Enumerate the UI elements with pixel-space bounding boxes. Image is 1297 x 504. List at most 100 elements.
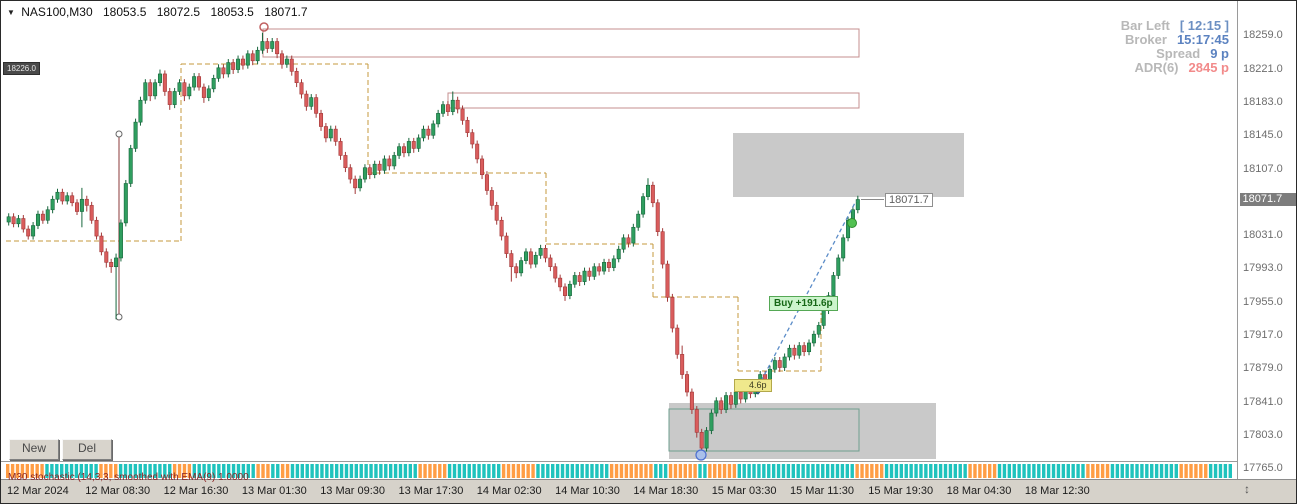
candle-body (567, 283, 572, 296)
stochastic-strip-bar (575, 464, 579, 478)
candle-body (704, 430, 709, 449)
stochastic-strip-bar (609, 464, 614, 478)
time-tick-label: 14 Mar 18:30 (633, 485, 699, 497)
stochastic-strip-bar (1223, 464, 1228, 478)
trade-progress-dot-marker[interactable] (847, 218, 857, 228)
stochastic-strip-bar (462, 464, 467, 478)
candle-body (236, 58, 241, 70)
line-handle[interactable] (115, 313, 123, 321)
stochastic-strip-bar (128, 464, 133, 478)
stochastic-strip-bar (1169, 464, 1174, 478)
object-price-badge[interactable]: 18226.0 (3, 62, 40, 75)
stochastic-strip-bar (796, 464, 800, 478)
stochastic-strip-bar (933, 464, 938, 478)
stochastic-strip-bar (501, 464, 506, 478)
stochastic-strip-bar (1061, 464, 1066, 478)
candle-body (50, 198, 55, 211)
stochastic-strip-bar (256, 464, 260, 478)
swing-low-circle-marker[interactable] (695, 449, 707, 461)
stochastic-strip-bar (1135, 464, 1139, 478)
candle-body (709, 412, 714, 431)
info-label: ADR(6) (1134, 60, 1179, 75)
candle-body (304, 93, 309, 107)
candle-body (279, 53, 284, 65)
stochastic-strip-bar (433, 464, 437, 478)
stochastic-strip-bar (978, 464, 982, 478)
time-tick-label: 15 Mar 03:30 (711, 485, 777, 497)
candle-body (128, 148, 133, 184)
stochastic-strip-bar (423, 464, 427, 478)
stochastic-strip-bar (943, 464, 948, 478)
candle-body (226, 62, 231, 75)
candle-body (55, 191, 60, 200)
symbol-label: NAS100,M30 (21, 5, 93, 19)
stochastic-strip-bar (109, 464, 113, 478)
stochastic-strip-bar (830, 464, 835, 478)
info-row: Broker 15:17:45 (1121, 33, 1229, 47)
candle-body (270, 41, 275, 49)
price-tick-label: 18183.0 (1243, 95, 1283, 108)
candle-body (602, 262, 607, 272)
time-axis[interactable]: 12 Mar 2024 12 Mar 08:30 12 Mar 16:30 13 Ma… (1, 479, 1296, 503)
stochastic-strip-bar (50, 464, 54, 478)
scale-toggle-icon[interactable]: ↕ (1244, 482, 1250, 496)
candle-body (94, 219, 99, 237)
del-button[interactable]: Del (62, 439, 112, 460)
stochastic-strip-bar (271, 464, 275, 478)
stochastic-strip-bar (236, 464, 241, 478)
gray-zone-box[interactable] (733, 133, 964, 197)
stochastic-strip-bar (1071, 464, 1075, 478)
stochastic-strip-bar (865, 464, 869, 478)
stochastic-strip-bar (1002, 464, 1007, 478)
candle-body (11, 216, 16, 225)
candle-body (240, 58, 245, 66)
candle-body (231, 62, 236, 70)
stochastic-strip-bar (35, 464, 39, 478)
stochastic-strip-bar (133, 464, 138, 478)
candle-body (294, 71, 299, 83)
stochastic-strip-bar (516, 464, 521, 478)
stochastic-strip-bar (182, 464, 187, 478)
entry-risk-label[interactable]: 4.6p (734, 379, 772, 392)
line-handle[interactable] (115, 130, 123, 138)
candle-body (416, 137, 421, 149)
candle-body (714, 400, 719, 414)
candle-body (206, 88, 211, 98)
stochastic-strip-bar (148, 464, 152, 478)
candle-body (84, 198, 89, 206)
time-tick-label: 13 Mar 09:30 (320, 485, 386, 497)
candle-body (816, 325, 821, 335)
stochastic-strip-bar (354, 464, 359, 478)
candle-body (397, 146, 402, 156)
candle-body (611, 258, 616, 268)
new-button[interactable]: New (9, 439, 59, 460)
price-axis[interactable]: 18071.7 18259.0 18221.0 18183.0 18145.0 1810… (1238, 1, 1296, 479)
stochastic-strip-bar (6, 464, 10, 478)
stochastic-strip-bar (879, 464, 884, 478)
stochastic-strip-bar (1096, 464, 1100, 478)
candle-body (772, 360, 777, 370)
stochastic-strip-bar (447, 464, 452, 478)
stochastic-strip-bar (835, 464, 840, 478)
supply-zone-box[interactable] (447, 92, 860, 109)
price-callout[interactable]: 18071.7 (885, 193, 933, 207)
stochastic-strip-bar (1037, 464, 1041, 478)
trade-path-line (757, 200, 857, 388)
supply-zone-box[interactable] (262, 28, 860, 58)
swing-high-circle-marker[interactable] (259, 22, 269, 32)
buy-profit-label[interactable]: Buy +191.6p (769, 296, 838, 311)
stochastic-strip-bar (526, 464, 530, 478)
stochastic-strip-bar (786, 464, 791, 478)
candle-body (26, 228, 31, 237)
stochastic-strip-bar (222, 464, 226, 478)
candle-body (680, 354, 685, 375)
candle-body (31, 225, 36, 237)
candle-body (841, 237, 846, 259)
demand-zone-box[interactable] (668, 408, 860, 452)
candle-body (211, 78, 216, 90)
time-tick-label: 18 Mar 12:30 (1024, 485, 1090, 497)
triangle-down-icon[interactable]: ▼ (7, 8, 15, 17)
candle-body (104, 251, 109, 263)
gray-zone-box[interactable] (669, 403, 936, 459)
